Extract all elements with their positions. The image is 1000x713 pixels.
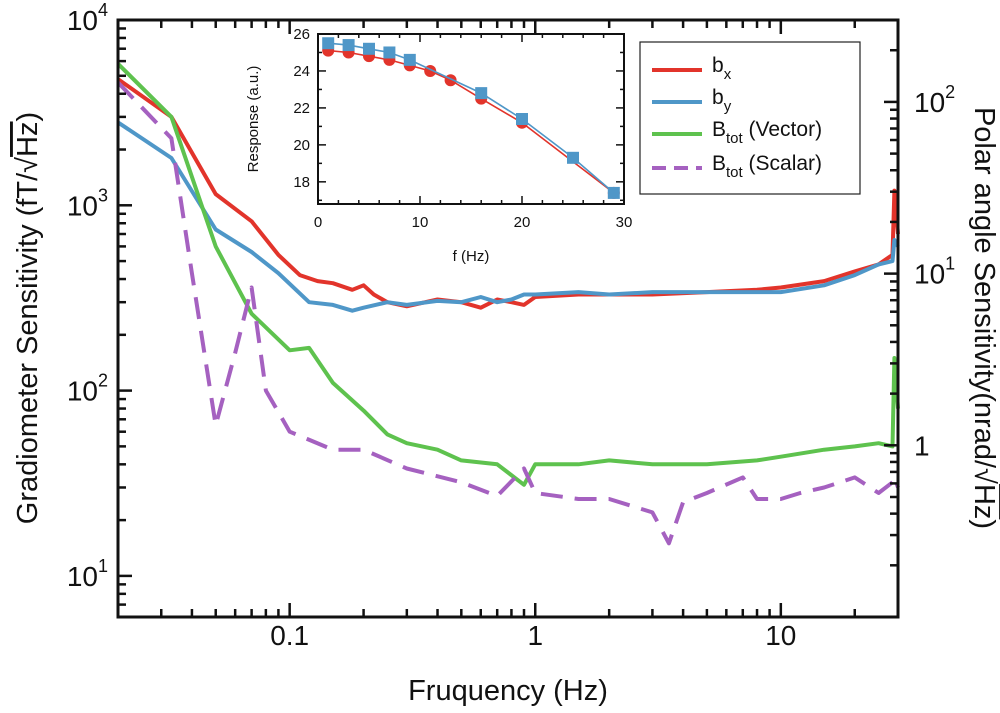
y2-axis-title: Polar angle Sensitivity(nrad/√Hz) xyxy=(968,107,1000,529)
inset-fit-line-bx xyxy=(328,49,615,194)
series-line-b-y xyxy=(116,120,900,313)
main-axes-ticks: 0.1 1 10 101 102 103 104 1 101 102 xyxy=(67,0,955,651)
legend-label-b-y: by xyxy=(712,86,732,115)
inset-point-by xyxy=(383,46,396,59)
y-tick-label: 102 xyxy=(67,371,108,407)
inset-y-tick-label: 20 xyxy=(293,137,310,154)
inset-background xyxy=(318,34,624,204)
y2-tick-label: 102 xyxy=(914,82,955,118)
inset-point-by xyxy=(567,151,579,164)
y-tick-label: 103 xyxy=(67,185,108,221)
inset-plot: 0 10 20 30 18 20 22 24 26 f (Hz) Response (a.u.) xyxy=(245,26,632,265)
inset-frame xyxy=(317,33,625,205)
series-line-b-x xyxy=(116,77,900,310)
legend-items: bx by Btot (Vector) Btot (Scalar) xyxy=(652,54,822,181)
inset-y-tick-label: 26 xyxy=(293,26,310,43)
x-tick-label: 10 xyxy=(765,620,796,651)
inset-point-by xyxy=(516,113,528,125)
y-axis-title: Gradiometer Sensitivity (fT/√Hz) xyxy=(12,112,44,524)
inset-point-by xyxy=(322,37,335,50)
legend-label-b-x: bx xyxy=(712,54,732,83)
inset-series xyxy=(322,37,620,199)
inset-x-tick-label: 0 xyxy=(314,214,322,231)
inset-point-by xyxy=(607,186,620,199)
inset-axes-ticks: 0 10 20 30 18 20 22 24 26 xyxy=(293,26,632,231)
inset-y-tick-label: 22 xyxy=(293,100,310,117)
inset-x-tick-label: 30 xyxy=(616,214,633,231)
inset-x-axis-title: f (Hz) xyxy=(453,248,490,265)
y2-tick-label: 1 xyxy=(914,430,930,461)
inset-point-by xyxy=(342,39,355,52)
inset-y-tick-label: 24 xyxy=(293,63,310,80)
x-tick-label: 0.1 xyxy=(270,620,309,651)
legend-label-b-tot-scalar-: Btot (Scalar) xyxy=(712,152,822,181)
x-axis-title: Fruquency (Hz) xyxy=(408,675,608,707)
legend: bx by Btot (Vector) Btot (Scalar) xyxy=(639,41,861,195)
inset-point-by xyxy=(363,42,375,55)
series-line-b-tot-scalar- xyxy=(116,81,900,546)
inset-point-by xyxy=(475,87,488,100)
inset-x-tick-label: 10 xyxy=(412,214,429,231)
series-line-b-tot-vector- xyxy=(116,62,900,487)
y-tick-label: 104 xyxy=(67,0,108,36)
inset-y-axis-title: Response (a.u.) xyxy=(245,66,262,173)
legend-label-b-tot-vector-: Btot (Vector) xyxy=(712,118,822,147)
main-plot-frame xyxy=(116,18,900,619)
y2-tick-label: 101 xyxy=(914,254,955,290)
inset-x-tick-label: 20 xyxy=(514,214,531,231)
x-tick-label: 1 xyxy=(527,620,543,651)
main-plot-lines xyxy=(116,62,900,546)
inset-y-tick-label: 18 xyxy=(293,174,310,191)
y-tick-label: 101 xyxy=(67,556,108,592)
inset-point-by xyxy=(403,53,416,66)
